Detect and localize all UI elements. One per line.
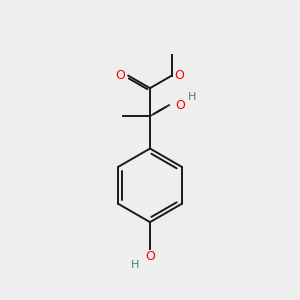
- Text: H: H: [188, 92, 196, 102]
- Text: H: H: [130, 260, 139, 270]
- Text: O: O: [174, 69, 184, 82]
- Text: O: O: [175, 99, 185, 112]
- Text: O: O: [145, 250, 155, 263]
- Text: O: O: [116, 69, 125, 82]
